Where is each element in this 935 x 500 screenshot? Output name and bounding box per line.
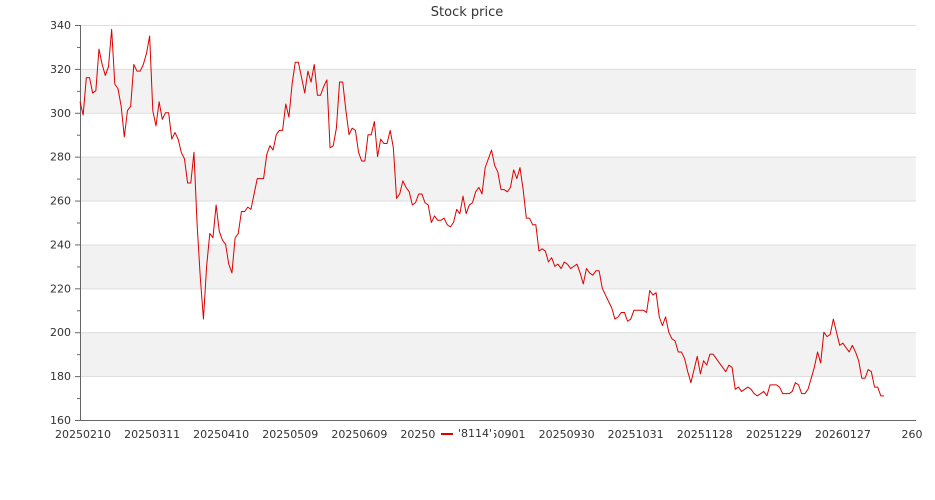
x-tick-label: 20250210	[55, 428, 111, 441]
x-axis-ticks: 20250210 20250311 20250410 20250509 20250609…	[55, 428, 923, 441]
y-tick-label: 340	[50, 19, 71, 32]
y-tick-label: 320	[50, 63, 71, 76]
y-tick-label: 200	[50, 326, 71, 339]
x-tick-label: 20250930	[539, 428, 595, 441]
x-tick-label: 20251031	[608, 428, 664, 441]
chart-title: Stock price	[431, 5, 503, 20]
series-group	[79, 28, 884, 397]
legend: '8114'	[436, 424, 494, 442]
x-tick-label: 260	[902, 428, 923, 441]
series-line	[79, 28, 884, 397]
grid-band	[80, 68, 916, 113]
y-tick-label: 220	[50, 282, 71, 295]
x-tick-label: 20250410	[193, 428, 249, 441]
y-tick-label: 280	[50, 151, 71, 164]
grid-band	[80, 156, 916, 201]
y-tick-label: 180	[50, 370, 71, 383]
grid-band	[80, 332, 916, 377]
x-tick-label: 20260127	[815, 428, 871, 441]
y-tick-label: 160	[50, 414, 71, 427]
y-tick-label: 260	[50, 195, 71, 208]
y-tick-label: 300	[50, 107, 71, 120]
y-tick-label: 240	[50, 238, 71, 251]
legend-background	[436, 424, 494, 442]
x-tick-label: 20251128	[677, 428, 733, 441]
grid-bands	[80, 68, 916, 377]
legend-label: '8114'	[458, 427, 492, 440]
x-tick-label: 20250609	[331, 428, 387, 441]
x-tick-label: 20251229	[746, 428, 802, 441]
grid-lines	[80, 25, 916, 421]
grid-band	[80, 244, 916, 289]
x-tick-label: 20250311	[124, 428, 180, 441]
y-axis-ticks: 160 180 200 220 240 260 280 300 320 340	[50, 19, 80, 427]
axes	[80, 25, 916, 421]
x-tick-label: 20250509	[262, 428, 318, 441]
